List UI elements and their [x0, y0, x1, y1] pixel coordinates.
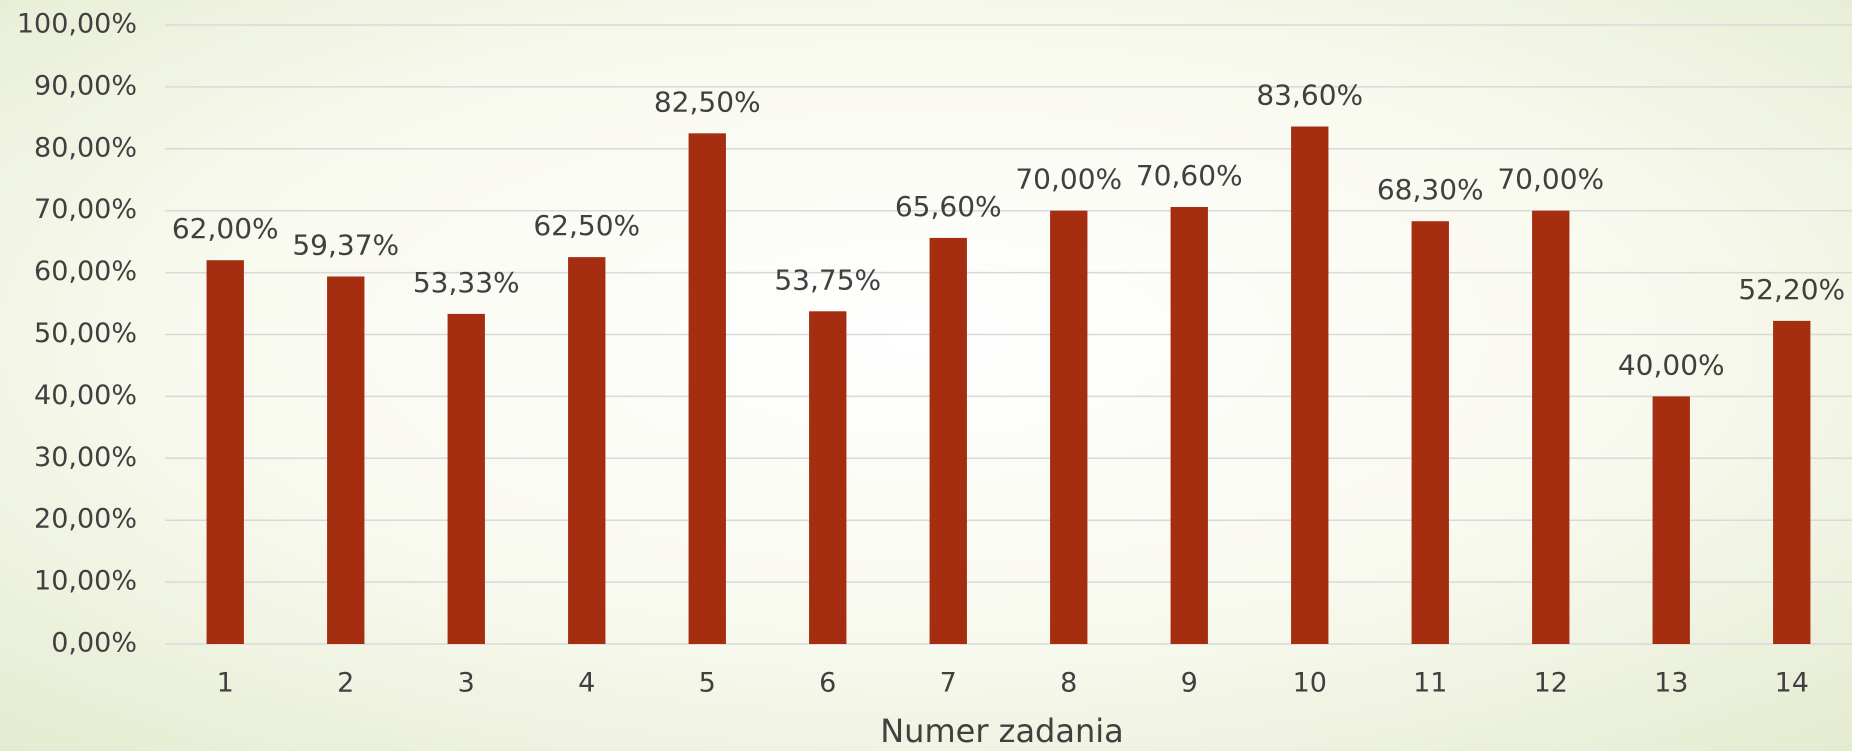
data-label: 40,00% — [1618, 348, 1725, 381]
data-label: 62,50% — [533, 209, 640, 242]
y-tick-label: 70,00% — [34, 194, 137, 225]
y-tick-label: 60,00% — [34, 256, 137, 287]
x-tick-label: 2 — [337, 668, 354, 699]
x-tick-label: 12 — [1534, 668, 1568, 699]
bar — [568, 257, 606, 644]
y-tick-label: 40,00% — [34, 380, 137, 411]
data-label: 82,50% — [654, 85, 761, 118]
data-label: 70,60% — [1136, 159, 1243, 192]
bar — [206, 260, 244, 644]
x-tick-label: 13 — [1654, 668, 1688, 699]
data-label: 65,60% — [895, 190, 1002, 223]
data-label: 59,37% — [292, 228, 399, 261]
y-tick-label: 100,00% — [17, 9, 137, 40]
bar — [1170, 206, 1208, 644]
bar — [929, 237, 967, 644]
y-tick-label: 10,00% — [34, 566, 137, 597]
x-tick-label: 11 — [1413, 668, 1447, 699]
bar — [809, 311, 847, 644]
x-tick-label: 14 — [1775, 668, 1809, 699]
data-label: 70,00% — [1497, 163, 1604, 196]
x-tick-label: 6 — [819, 668, 836, 699]
bar — [1652, 396, 1690, 644]
x-tick-label: 8 — [1060, 668, 1077, 699]
y-tick-label: 50,00% — [34, 318, 137, 349]
bar — [1773, 320, 1811, 644]
bar — [1411, 221, 1449, 644]
data-label: 53,75% — [774, 263, 881, 296]
bar — [327, 276, 365, 644]
x-tick-label: 10 — [1293, 668, 1327, 699]
data-label: 70,00% — [1015, 163, 1122, 196]
y-tick-label: 0,00% — [51, 628, 137, 659]
bar — [1532, 210, 1570, 644]
data-label: 83,60% — [1256, 79, 1363, 112]
bar — [1291, 126, 1329, 645]
x-tick-label: 7 — [940, 668, 957, 699]
y-tick-label: 90,00% — [34, 70, 137, 101]
y-tick-label: 80,00% — [34, 132, 137, 163]
bar — [688, 133, 726, 644]
bar — [1050, 210, 1088, 644]
x-tick-label: 5 — [699, 668, 716, 699]
y-tick-label: 30,00% — [34, 442, 137, 473]
x-tick-label: 3 — [458, 668, 475, 699]
x-tick-label: 1 — [217, 668, 234, 699]
x-tick-label: 4 — [578, 668, 595, 699]
data-label: 52,20% — [1738, 273, 1845, 306]
data-label: 62,00% — [172, 212, 279, 245]
x-tick-label: 9 — [1181, 668, 1198, 699]
bar — [447, 313, 485, 644]
data-label: 53,33% — [413, 266, 520, 299]
data-label: 68,30% — [1377, 173, 1484, 206]
x-axis-title: Numer zadania — [880, 712, 1124, 750]
y-tick-label: 20,00% — [34, 504, 137, 535]
